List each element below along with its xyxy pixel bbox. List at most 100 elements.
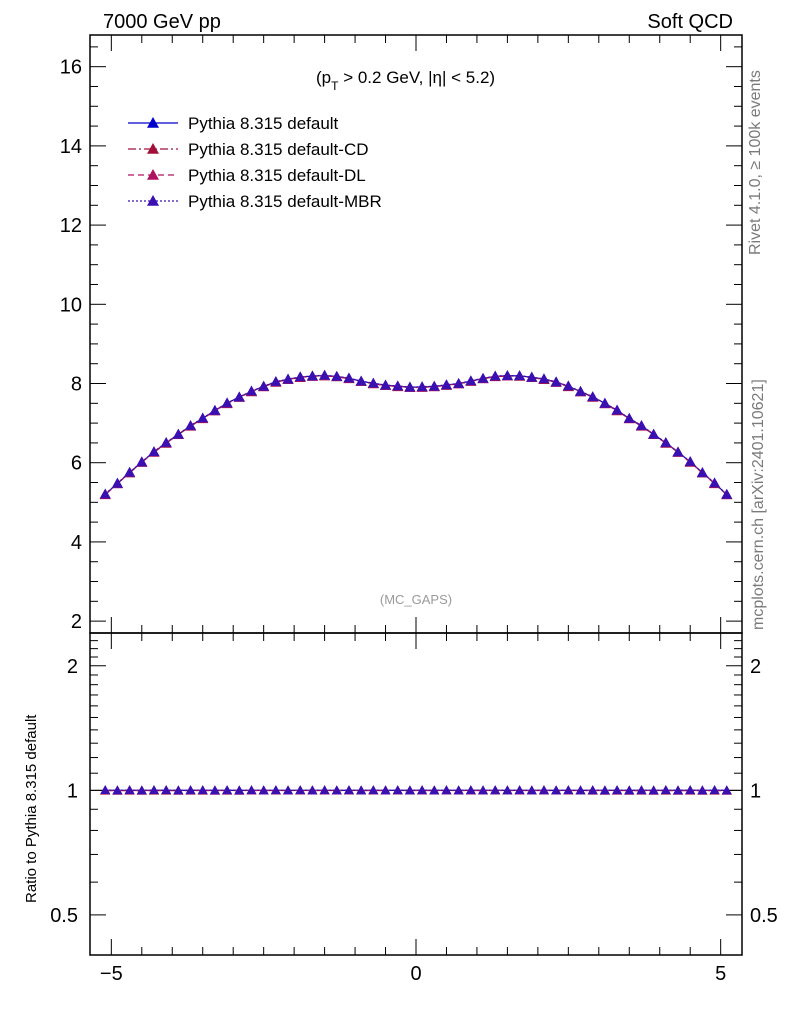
ratio-point-3	[392, 785, 403, 795]
xtick-label: −5	[100, 963, 123, 985]
ratio-point-3	[404, 785, 415, 795]
ratio-point-3	[709, 785, 720, 795]
ratio-point-3	[612, 785, 623, 795]
series-point-3	[221, 397, 233, 408]
series-point-3	[465, 375, 477, 386]
main-panel: 2 4 6 8 10 12 14 16	[60, 34, 743, 634]
header-right: Soft QCD	[647, 11, 733, 33]
ratio-point-3	[673, 785, 684, 795]
series-line-3	[104, 374, 728, 495]
series-point-3	[380, 379, 392, 390]
cut-label: (pT > 0.2 GeV, |η| < 5.2)	[316, 68, 495, 93]
ratio-point-3	[368, 785, 379, 795]
ratio-point-3	[453, 785, 464, 795]
legend-label-1: Pythia 8.315 default-CD	[188, 140, 369, 159]
legend-marker-3	[147, 195, 159, 206]
series-point-3	[172, 428, 184, 439]
series-point-3	[416, 381, 428, 392]
series-point-3	[648, 428, 660, 439]
series-point-3	[294, 371, 306, 382]
ratio-point-3	[575, 785, 586, 795]
side-label-rivet: Rivet 4.1.0, ≥ 100k events	[747, 70, 764, 255]
ratio-point-3	[417, 785, 428, 795]
ratio-point-3	[490, 785, 501, 795]
series-point-3	[319, 369, 331, 380]
series-point-3	[562, 380, 574, 391]
series-point-3	[270, 376, 282, 386]
series-point-3	[404, 381, 416, 392]
ratio-ylabel: Ratio to Pythia 8.315 default	[23, 714, 40, 903]
series-line-1	[104, 375, 728, 496]
ratio-ytick-label-right: 0.5	[750, 905, 778, 927]
ratio-point-3	[100, 784, 111, 794]
ratio-point-3	[478, 785, 489, 795]
series-point-3	[233, 391, 245, 402]
series-point-3	[611, 404, 623, 415]
ratio-point-3	[331, 785, 342, 795]
legend-marker-0	[147, 117, 159, 128]
series-point-3	[684, 456, 696, 466]
ratio-point-3	[343, 785, 354, 795]
side-label-mcplots: mcplots.cern.ch [arXiv:2401.10621]	[750, 379, 767, 630]
series-point-3	[355, 375, 367, 386]
ratio-point-3	[319, 785, 330, 795]
main-ytick-label: 10	[60, 294, 82, 316]
ratio-point-3	[636, 785, 647, 795]
series-point-3	[587, 391, 599, 401]
legend-label-0: Pythia 8.315 default	[188, 114, 339, 133]
ratio-point-3	[258, 785, 269, 795]
ratio-point-3	[161, 785, 172, 795]
ratio-point-3	[209, 785, 220, 795]
watermark: (MC_GAPS)	[380, 592, 452, 607]
ratio-point-3	[246, 785, 257, 795]
series-point-3	[258, 380, 270, 391]
legend: Pythia 8.315 default Pythia 8.315 default…	[128, 114, 382, 211]
series-point-3	[331, 370, 343, 381]
series-point-3	[160, 437, 172, 447]
series-point-3	[575, 385, 587, 396]
series-point-3	[282, 373, 294, 384]
series-point-3	[526, 371, 538, 382]
ratio-point-3	[222, 785, 233, 795]
ratio-point-3	[429, 785, 440, 795]
series-point-3	[392, 380, 404, 391]
ratio-point-3	[563, 785, 574, 795]
series-point-3	[124, 466, 136, 477]
ratio-point-3	[136, 785, 147, 795]
ratio-ytick-label-left: 1	[67, 780, 78, 802]
ratio-point-3	[526, 785, 537, 795]
series-point-3	[660, 437, 672, 447]
series-point-3	[428, 380, 440, 391]
main-ytick-label: 8	[71, 374, 82, 396]
ratio-point-3	[307, 785, 318, 795]
ratio-point-3	[112, 785, 123, 795]
ratio-point-3	[234, 785, 245, 795]
main-ytick-label: 14	[60, 136, 82, 158]
series-point-3	[672, 446, 684, 457]
ratio-point-3	[441, 785, 452, 795]
ratio-point-3	[514, 785, 525, 795]
series-point-3	[148, 446, 160, 457]
series-point-3	[367, 377, 379, 388]
ratio-point-3	[356, 785, 367, 795]
ratio-panel: −5 0 5 0.5 0.5 1 1 2 2	[50, 632, 778, 985]
series-point-3	[696, 467, 708, 478]
series-point-3	[136, 456, 148, 467]
series-point-3	[453, 378, 465, 388]
ratio-point-3	[685, 785, 696, 795]
ratio-ytick-label-right: 2	[750, 656, 761, 678]
series-point-3	[306, 370, 318, 381]
ratio-point-3	[124, 785, 135, 795]
legend-label-2: Pythia 8.315 default-DL	[188, 166, 366, 185]
header-left: 7000 GeV pp	[103, 11, 221, 33]
legend-label-3: Pythia 8.315 default-MBR	[188, 192, 382, 211]
series-point-3	[721, 488, 733, 499]
ratio-point-3	[551, 785, 562, 795]
series-line-2	[104, 374, 728, 496]
series-point-3	[343, 372, 355, 383]
series-point-3	[99, 488, 111, 499]
xtick-label: 0	[410, 963, 421, 985]
main-ytick-label: 16	[60, 57, 82, 79]
ratio-point-3	[660, 785, 671, 795]
